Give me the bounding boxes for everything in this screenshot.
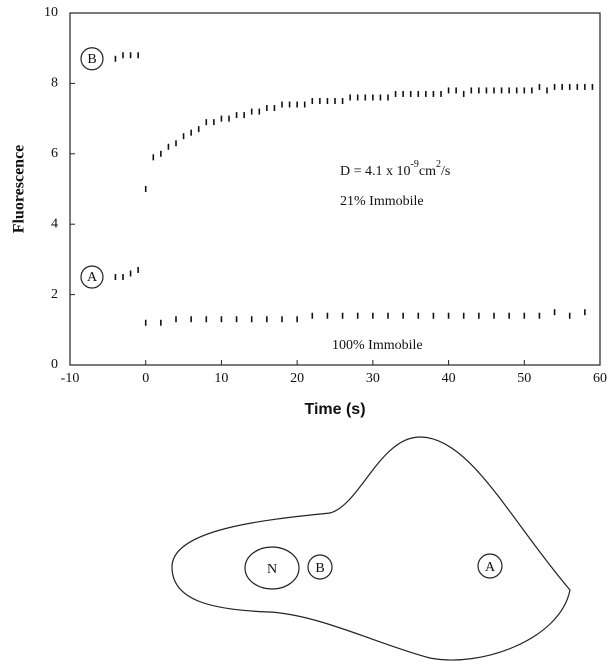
annotation: 21% Immobile (340, 194, 424, 209)
x-tick-label: 40 (442, 371, 456, 386)
y-tick-label: 4 (51, 216, 58, 231)
annotation-part: /s (441, 164, 450, 179)
y-tick-label: 2 (51, 287, 58, 302)
y-tick-label: 8 (51, 76, 58, 91)
y-tick-label: 10 (44, 5, 58, 20)
series-marker (80, 265, 104, 289)
x-tick-label: 0 (142, 371, 149, 386)
x-tick-label: 30 (366, 371, 380, 386)
series-marker (80, 47, 104, 71)
annotation: D = 4.1 x 10-9cm2/s (340, 159, 450, 179)
cell-outline (171, 436, 571, 661)
series-label: A (87, 270, 98, 285)
diagram-label: B (315, 561, 324, 576)
x-axis-label: Time (s) (304, 401, 365, 418)
nucleus (244, 546, 300, 590)
plot-frame (69, 12, 601, 366)
y-tick-label: 0 (51, 357, 58, 372)
x-tick-label: 20 (290, 371, 304, 386)
y-tick-label: 6 (51, 146, 58, 161)
x-tick-label: -10 (61, 371, 80, 386)
x-tick-label: 50 (517, 371, 531, 386)
x-tick-label: 60 (593, 371, 607, 386)
x-tick-label: 10 (214, 371, 228, 386)
diagram-label: A (485, 560, 496, 575)
diagram-label: N (267, 562, 277, 577)
annotation-part: -9 (411, 159, 419, 170)
y-axis-label: Fluorescence (11, 145, 28, 234)
spot-b (307, 554, 333, 580)
annotation-part: D = 4.1 x 10 (340, 164, 411, 179)
spot-a (477, 553, 503, 579)
annotation-part: cm (419, 164, 436, 179)
annotation: 100% Immobile (332, 338, 423, 353)
annotation-part: 2 (436, 159, 441, 170)
series-label: B (87, 52, 96, 67)
